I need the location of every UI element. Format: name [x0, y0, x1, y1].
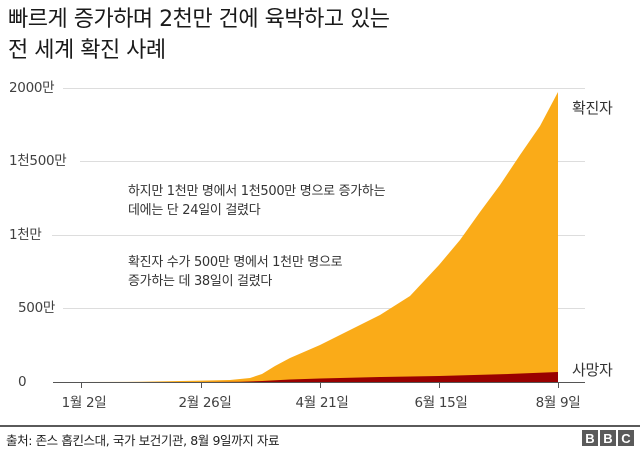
y-tick-label-1500: 1천500만: [9, 153, 67, 169]
annotation-line: 확진자 수가 500만 명에서 1천만 명으로: [128, 255, 343, 270]
y-tick-label-1000: 1천만: [9, 227, 42, 243]
chart-title: 빠르게 증가하며 2천만 건에 육박하고 있는 전 세계 확진 사례: [8, 4, 608, 66]
x-tick-label: 2월 26일: [178, 395, 232, 411]
x-tick-label: 4월 21일: [295, 395, 349, 411]
bbc-logo-letter: B: [600, 430, 616, 446]
bbc-logo-letter: C: [618, 430, 634, 446]
x-axis-ticks: [81, 382, 559, 388]
series-label-deaths: 사망자: [572, 361, 613, 379]
annotation-line: 증가하는 데 38일이 걸렸다: [128, 274, 273, 289]
source-text: 출처: 존스 홉킨스대, 국가 보건기관, 8월 9일까지 자료: [6, 433, 280, 448]
y-tick-label-0: 0: [18, 374, 27, 390]
annotation-line: 데에는 단 24일이 걸렸다: [128, 203, 261, 218]
annotation-38-days: 확진자 수가 500만 명에서 1천만 명으로 증가하는 데 38일이 걸렸다: [128, 253, 343, 291]
series-label-cases: 확진자: [572, 99, 613, 117]
y-tick-label-500: 500만: [18, 300, 55, 316]
annotation-24-days: 하지만 1천만 명에서 1천500만 명으로 증가하는 데에는 단 24일이 걸…: [128, 182, 386, 220]
x-tick-label: 6월 15일: [414, 395, 468, 411]
deaths-area: [201, 372, 558, 382]
cases-area: [53, 92, 558, 382]
chart-title-line-1: 빠르게 증가하며 2천만 건에 육박하고 있는: [8, 7, 390, 32]
x-tick-label: 8월 9일: [535, 395, 581, 411]
x-tick-label: 1월 2일: [61, 395, 107, 411]
bbc-logo-letter: B: [582, 430, 598, 446]
y-tick-label-2000: 2000만: [9, 80, 55, 96]
chart-title-line-2: 전 세계 확진 사례: [8, 38, 166, 63]
footer-divider: [0, 425, 640, 427]
bbc-logo: B B C: [582, 430, 634, 446]
area-chart: [52, 88, 585, 388]
annotation-line: 하지만 1천만 명에서 1천500만 명으로 증가하는: [128, 184, 386, 199]
